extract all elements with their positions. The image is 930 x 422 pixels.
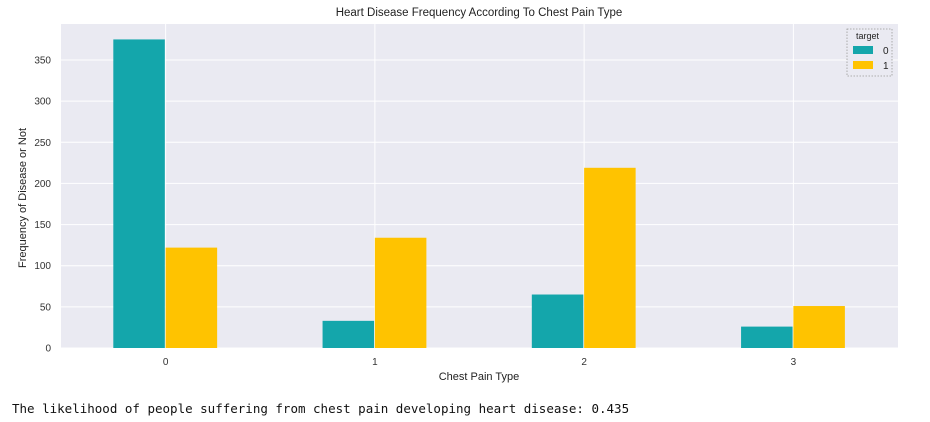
bar-series-0-cat-3 [741, 327, 793, 348]
y-tick-label: 350 [34, 56, 51, 67]
y-tick-label: 200 [34, 179, 51, 190]
bar-series-0-cat-1 [323, 321, 375, 348]
y-tick-label: 250 [34, 138, 51, 149]
output-text: The likelihood of people suffering from … [12, 401, 629, 416]
y-tick-label: 0 [45, 344, 51, 355]
x-axis-label: Chest Pain Type [439, 371, 520, 383]
bar-series-1-cat-1 [375, 238, 427, 348]
x-tick-label: 0 [163, 357, 169, 368]
y-tick-label: 50 [40, 302, 52, 313]
bar-series-1-cat-0 [166, 248, 218, 348]
legend-swatch-1 [853, 61, 873, 69]
bar-series-0-cat-2 [532, 295, 584, 348]
y-tick-label: 100 [34, 261, 51, 272]
chart-title: Heart Disease Frequency According To Che… [336, 7, 623, 19]
bar-series-1-cat-2 [584, 168, 636, 348]
legend-label-0: 0 [883, 46, 889, 57]
x-tick-label: 3 [791, 357, 797, 368]
bar-series-1-cat-3 [793, 306, 845, 348]
y-tick-label: 150 [34, 220, 51, 231]
y-tick-label: 300 [34, 97, 51, 108]
legend-swatch-0 [853, 46, 873, 54]
y-axis-label: Frequency of Disease or Not [17, 128, 29, 268]
legend-title: target [856, 31, 880, 41]
x-tick-labels: 0 1 2 3 [163, 357, 797, 368]
bar-series-0-cat-0 [113, 39, 165, 348]
y-tick-labels: 0 50 100 150 200 250 300 350 [34, 56, 51, 355]
x-tick-label: 1 [372, 357, 378, 368]
x-tick-label: 2 [581, 357, 587, 368]
legend-label-1: 1 [883, 61, 889, 72]
bar-chart: 0 1 2 3 0 50 100 150 200 250 300 350 Heart Disease… [0, 0, 930, 392]
